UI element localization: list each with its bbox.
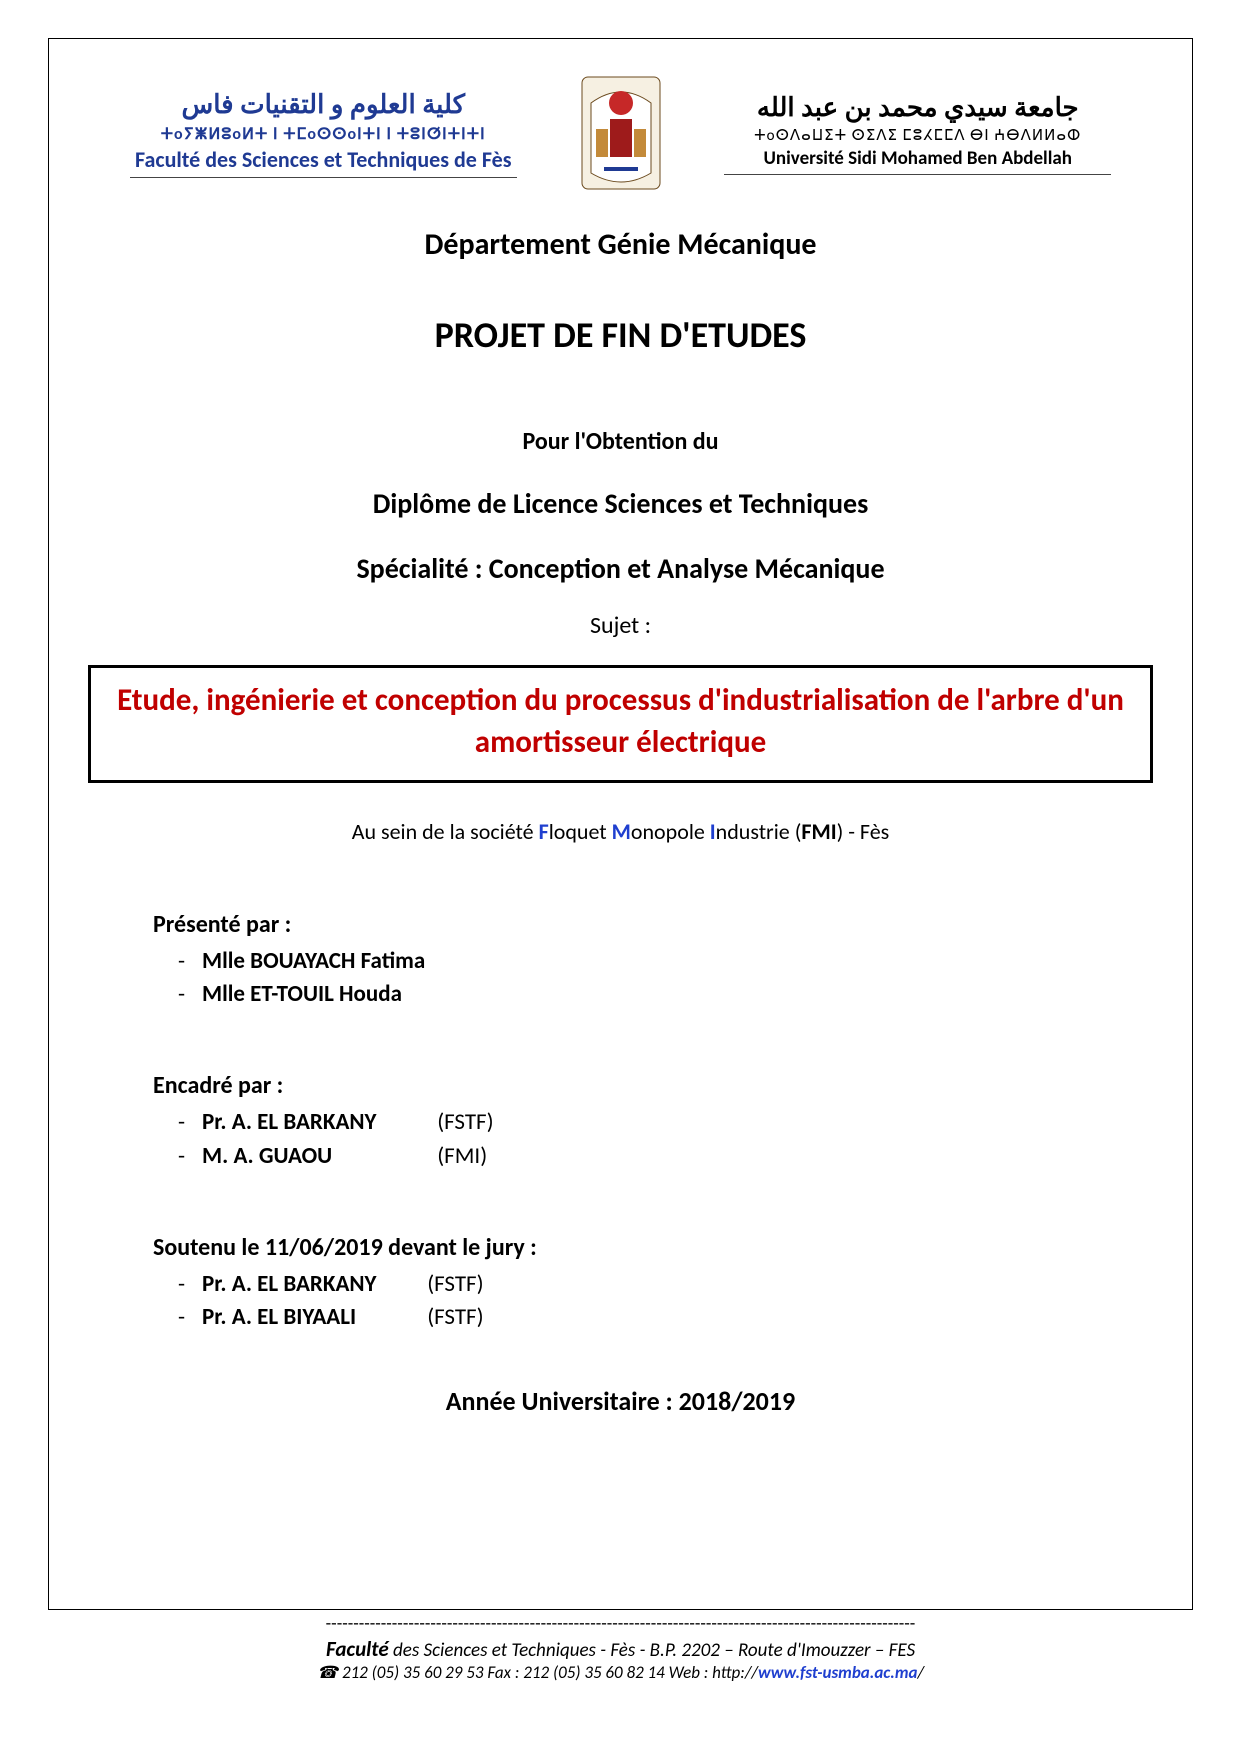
list-item: Mlle ET-TOUIL Houda (178, 978, 1133, 1011)
academic-year: Année Universitaire : 2018/2019 (108, 1385, 1133, 1417)
list-item: Pr. A. EL BARKANY (FSTF) (178, 1106, 1133, 1139)
footer-contact: ☎ 212 (05) 35 60 29 53 Fax : 212 (05) 35… (48, 1662, 1193, 1683)
company-word-1: loquet (549, 818, 612, 845)
company-word-3: ndustrie (716, 818, 795, 845)
divider (130, 177, 517, 178)
company-initial-m: M (612, 818, 631, 845)
footer-address-rest: des Sciences et Techniques - Fès - B.P. … (389, 1639, 915, 1662)
university-tifinagh: ⵜoⵙⴷⴰⵡⵉⵜ ⵙⵉⴷⵉ ⵎⵓⵃⵎⵎⴷ ⴱⵏ ⵄⴱⴷⵍⵍⴰⵀ (754, 126, 1081, 145)
presenter-name: Mlle ET-TOUIL Houda (202, 980, 402, 1008)
footer-link[interactable]: www.fst-usmba.ac.ma (758, 1662, 917, 1683)
project-heading: PROJET DE FIN D'ETUDES (108, 313, 1133, 357)
faculty-block: كلية العلوم و التقنيات فاس ⵜoⵢⵥⵍⵓoⵍⵜ ⵏ ⵜ… (108, 88, 539, 178)
company-suffix: - Fès (843, 818, 889, 845)
presented-by-label: Présenté par : (153, 910, 1133, 939)
diploma-name: Diplôme de Licence Sciences et Technique… (108, 486, 1133, 521)
university-french: Université Sidi Mohamed Ben Abdellah (764, 147, 1072, 170)
institution-header: كلية العلوم و التقنيات فاس ⵜoⵢⵥⵍⵓoⵍⵜ ⵏ ⵜ… (108, 68, 1133, 198)
company-abbrev: FMI (801, 818, 836, 845)
company-line: Au sein de la société Floquet Monopole I… (108, 818, 1133, 845)
jury-name: Pr. A. EL BARKANY (202, 1268, 422, 1301)
supervisors-list: Pr. A. EL BARKANY (FSTF) M. A. GUAOU (FM… (178, 1106, 1133, 1173)
list-item: M. A. GUAOU (FMI) (178, 1140, 1133, 1173)
supervisor-affil: (FMI) (437, 1142, 487, 1170)
presented-list: Mlle BOUAYACH Fatima Mlle ET-TOUIL Houda (178, 945, 1133, 1012)
obtain-label: Pour l'Obtention du (108, 427, 1133, 456)
supervisor-affil: (FSTF) (437, 1108, 493, 1136)
faculty-tifinagh: ⵜoⵢⵥⵍⵓoⵍⵜ ⵏ ⵜⵎoⵙⵙoⵏⵜⵏ ⵏ ⵜⵓⵏⵚⵏⵜⵏⵜⵏ (161, 124, 486, 144)
footer-address: Faculté des Sciences et Techniques - Fès… (48, 1636, 1193, 1662)
phone-icon: ☎ (317, 1662, 338, 1683)
department-name: Département Génie Mécanique (108, 226, 1133, 263)
speciality-name: Spécialité : Conception et Analyse Mécan… (108, 551, 1133, 586)
supervisor-name: Pr. A. EL BARKANY (202, 1106, 432, 1139)
subject-label: Sujet : (108, 611, 1133, 640)
university-logo (571, 68, 671, 198)
footer-slash: / (917, 1662, 924, 1683)
subject-title-box: Etude, ingénierie et conception du proce… (88, 665, 1153, 783)
university-arabic: جامعة سيدي محمد بن عبد الله (757, 91, 1079, 125)
footer-institution: Faculté (326, 1636, 389, 1662)
footer-phone-fax: 212 (05) 35 60 29 53 Fax : 212 (05) 35 6… (338, 1662, 758, 1683)
jury-name: Pr. A. EL BIYAALI (202, 1301, 422, 1334)
page-content: كلية العلوم و التقنيات فاس ⵜoⵢⵥⵍⵓoⵍⵜ ⵏ ⵜ… (48, 38, 1193, 1755)
page-footer: ----------------------------------------… (48, 1612, 1193, 1683)
faculty-arabic: كلية العلوم و التقنيات فاس (182, 88, 465, 122)
company-word-2: onopole (631, 818, 710, 845)
supervisor-name: M. A. GUAOU (202, 1140, 432, 1173)
list-item: Pr. A. EL BIYAALI (FSTF) (178, 1301, 1133, 1334)
supervised-by-label: Encadré par : (153, 1071, 1133, 1100)
jury-label: Soutenu le 11/06/2019 devant le jury : (153, 1233, 1133, 1262)
jury-affil: (FSTF) (427, 1270, 483, 1298)
jury-affil: (FSTF) (427, 1303, 483, 1331)
faculty-french: Faculté des Sciences et Techniques de Fè… (135, 146, 511, 173)
jury-list: Pr. A. EL BARKANY (FSTF) Pr. A. EL BIYAA… (178, 1268, 1133, 1335)
company-prefix: Au sein de la société (352, 818, 539, 845)
footer-separator: ----------------------------------------… (48, 1612, 1193, 1634)
list-item: Pr. A. EL BARKANY (FSTF) (178, 1268, 1133, 1301)
list-item: Mlle BOUAYACH Fatima (178, 945, 1133, 978)
presenter-name: Mlle BOUAYACH Fatima (202, 947, 425, 975)
university-block: جامعة سيدي محمد بن عبد الله ⵜoⵙⴷⴰⵡⵉⵜ ⵙⵉⴷ… (703, 91, 1134, 176)
company-initial-f: F (539, 818, 549, 845)
divider (724, 174, 1111, 175)
